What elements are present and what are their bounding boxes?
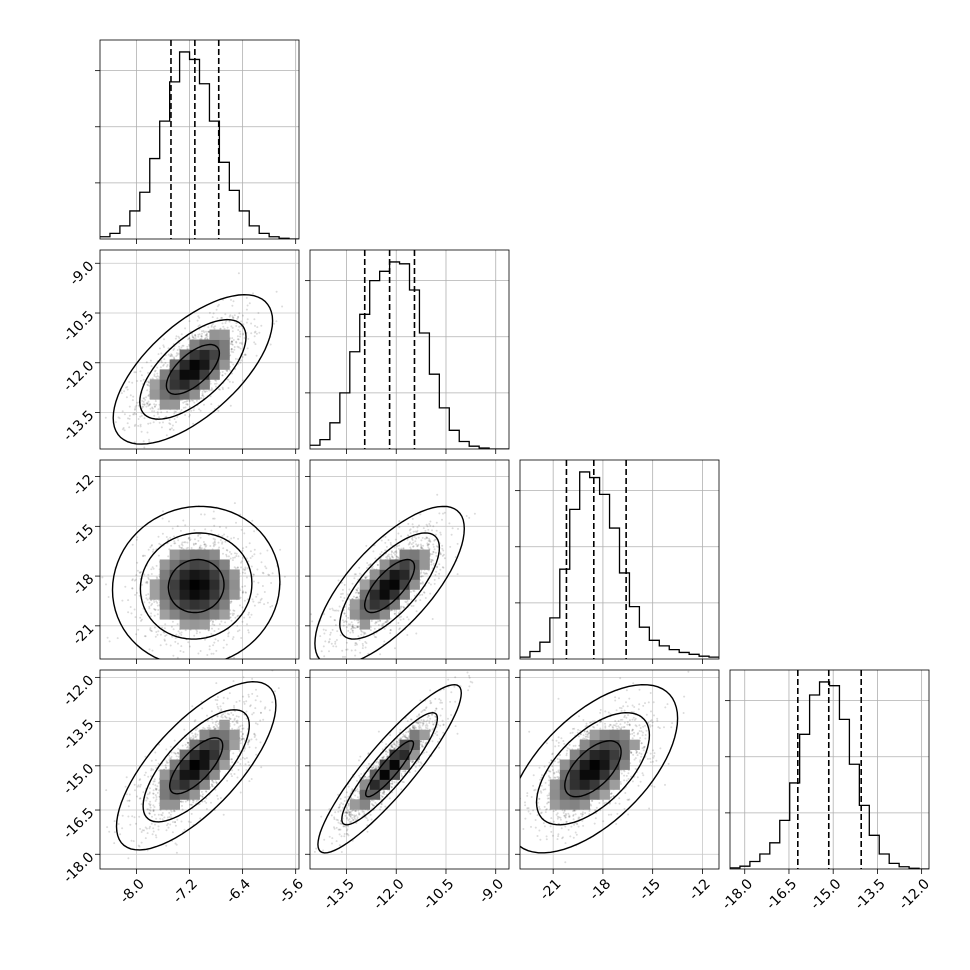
contour-1 [139,532,253,640]
density-panel-2-1 [305,459,510,664]
contour-1 [535,711,651,826]
gridlines [310,460,509,659]
contour-2 [112,293,274,445]
y-tick-label: -13.5 [60,408,97,445]
contour-0 [364,740,415,798]
y-tick-label: -18.0 [60,849,97,886]
contours [520,683,679,854]
density-shading [149,549,240,630]
contour-0 [167,558,225,614]
gridlines [520,460,719,659]
density-panel-2-0: -21 -18 -15 -12 [70,459,300,664]
histogram-panel-0 [95,39,300,244]
y-tick-label: -10.5 [60,308,97,345]
y-tick-label: -15.0 [60,761,97,798]
y-tick-label: -21 [70,621,97,648]
contour-0 [363,558,416,614]
x-tick-label: -6.4 [223,876,254,907]
panel-frame [99,669,300,870]
x-tick-label: -18.0 [719,876,756,913]
contour-1 [341,711,439,826]
x-tick-label: -15.0 [808,876,845,913]
x-tick-label: -12.0 [371,876,408,913]
density-shading [349,549,430,630]
gridlines [100,670,299,869]
contour-2 [317,683,463,854]
x-tick-labels-3: -18.0 -16.5 -15.0 -13.5 -12.0 [719,876,933,913]
contour-2 [520,683,679,854]
panel-frame [309,249,510,450]
contour-2 [115,680,277,851]
x-tick-label: -13.5 [321,876,358,913]
x-tick-labels-2: -21 -18 -15 -12 [537,876,714,903]
contour-2 [111,505,281,659]
gridlines [100,40,299,239]
contours [317,683,463,854]
y-tick-label: -9.0 [67,258,98,289]
panel-frame [99,249,300,450]
contour-1 [142,709,251,823]
x-tick-label: -12.0 [896,876,933,913]
x-tick-label: -5.6 [276,876,307,907]
x-tick-label: -8.0 [117,876,148,907]
contour-1 [139,318,247,420]
contour-0 [165,343,221,396]
panel-frame [729,669,930,870]
x-tick-labels-0: -8.0 -7.2 -6.4 -5.6 [117,876,307,907]
panel-frame [99,39,300,240]
panel-frame [309,669,510,870]
histogram-line [520,471,719,658]
x-tick-label: -7.2 [170,876,201,907]
x-tick-label: -15 [637,876,664,903]
x-tick-label: -9.0 [476,876,507,907]
contours [112,293,274,445]
panel-frame [519,669,720,870]
contours [314,505,466,659]
histogram-panel-3 [725,669,930,874]
density-shading [149,329,230,410]
density-panel-3-1 [305,669,510,874]
x-tick-label: -16.5 [763,876,800,913]
histogram-panel-2 [515,459,720,664]
density-shading [549,729,640,810]
histogram-line [310,261,509,449]
contour-0 [168,737,224,795]
density-panel-1-0: -13.5 -12.0 -10.5 -9.0 [60,249,300,454]
density-panel-3-2 [515,669,720,874]
x-tick-label: -12 [686,876,713,903]
x-tick-label: -13.5 [852,876,889,913]
density-shading [159,719,240,810]
contour-2 [314,505,466,659]
contour-0 [564,740,622,798]
x-tick-label: -10.5 [420,876,457,913]
x-tick-label: -21 [537,876,564,903]
y-tick-label: -15 [70,521,97,548]
panel-frame [99,459,300,660]
x-tick-labels-1: -13.5 -12.0 -10.5 -9.0 [321,876,507,913]
density-panel-3-0: -18.0 -16.5 -15.0 -13.5 -12.0 [60,669,300,886]
panel-frame [519,459,720,660]
contours [111,505,281,659]
y-tick-label: -12 [70,472,97,499]
y-tick-label: -18 [70,571,97,598]
gridlines [310,670,509,869]
y-tick-label: -12.0 [60,358,97,395]
x-tick-label: -18 [587,876,614,903]
histogram-panel-1 [305,249,510,454]
contours [115,680,277,851]
contour-1 [339,532,441,640]
histogram-line [100,51,299,239]
panel-frame [309,459,510,660]
y-tick-label: -12.0 [60,672,97,709]
y-tick-label: -16.5 [60,805,97,842]
y-tick-label: -13.5 [60,717,97,754]
